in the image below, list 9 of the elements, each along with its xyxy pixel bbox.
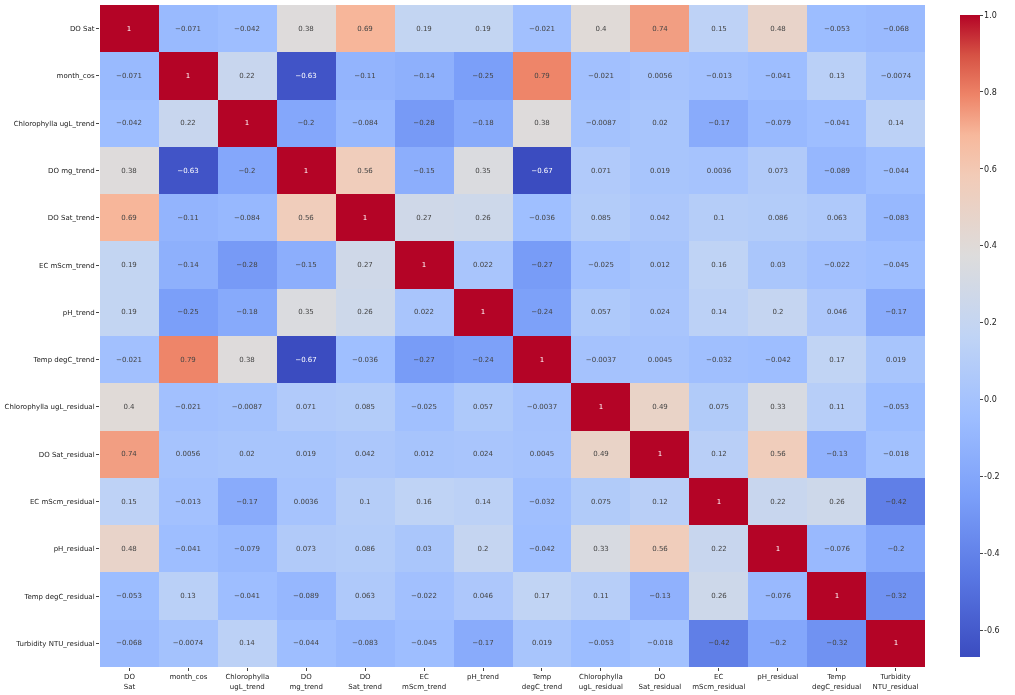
color-bar-label: -0.6	[984, 625, 1000, 635]
color-bar-label: 1.0	[984, 10, 997, 20]
color-bar-label: 0.2	[984, 318, 997, 328]
color-bar-label: 0.8	[984, 87, 997, 97]
color-bar-label: -0.2	[984, 472, 1000, 482]
color-bar-label: 0.6	[984, 164, 997, 174]
color-bar-label: 0.0	[984, 395, 997, 405]
color-bar-label: 0.4	[984, 241, 997, 251]
color-bar-label: -0.4	[984, 549, 1000, 558]
